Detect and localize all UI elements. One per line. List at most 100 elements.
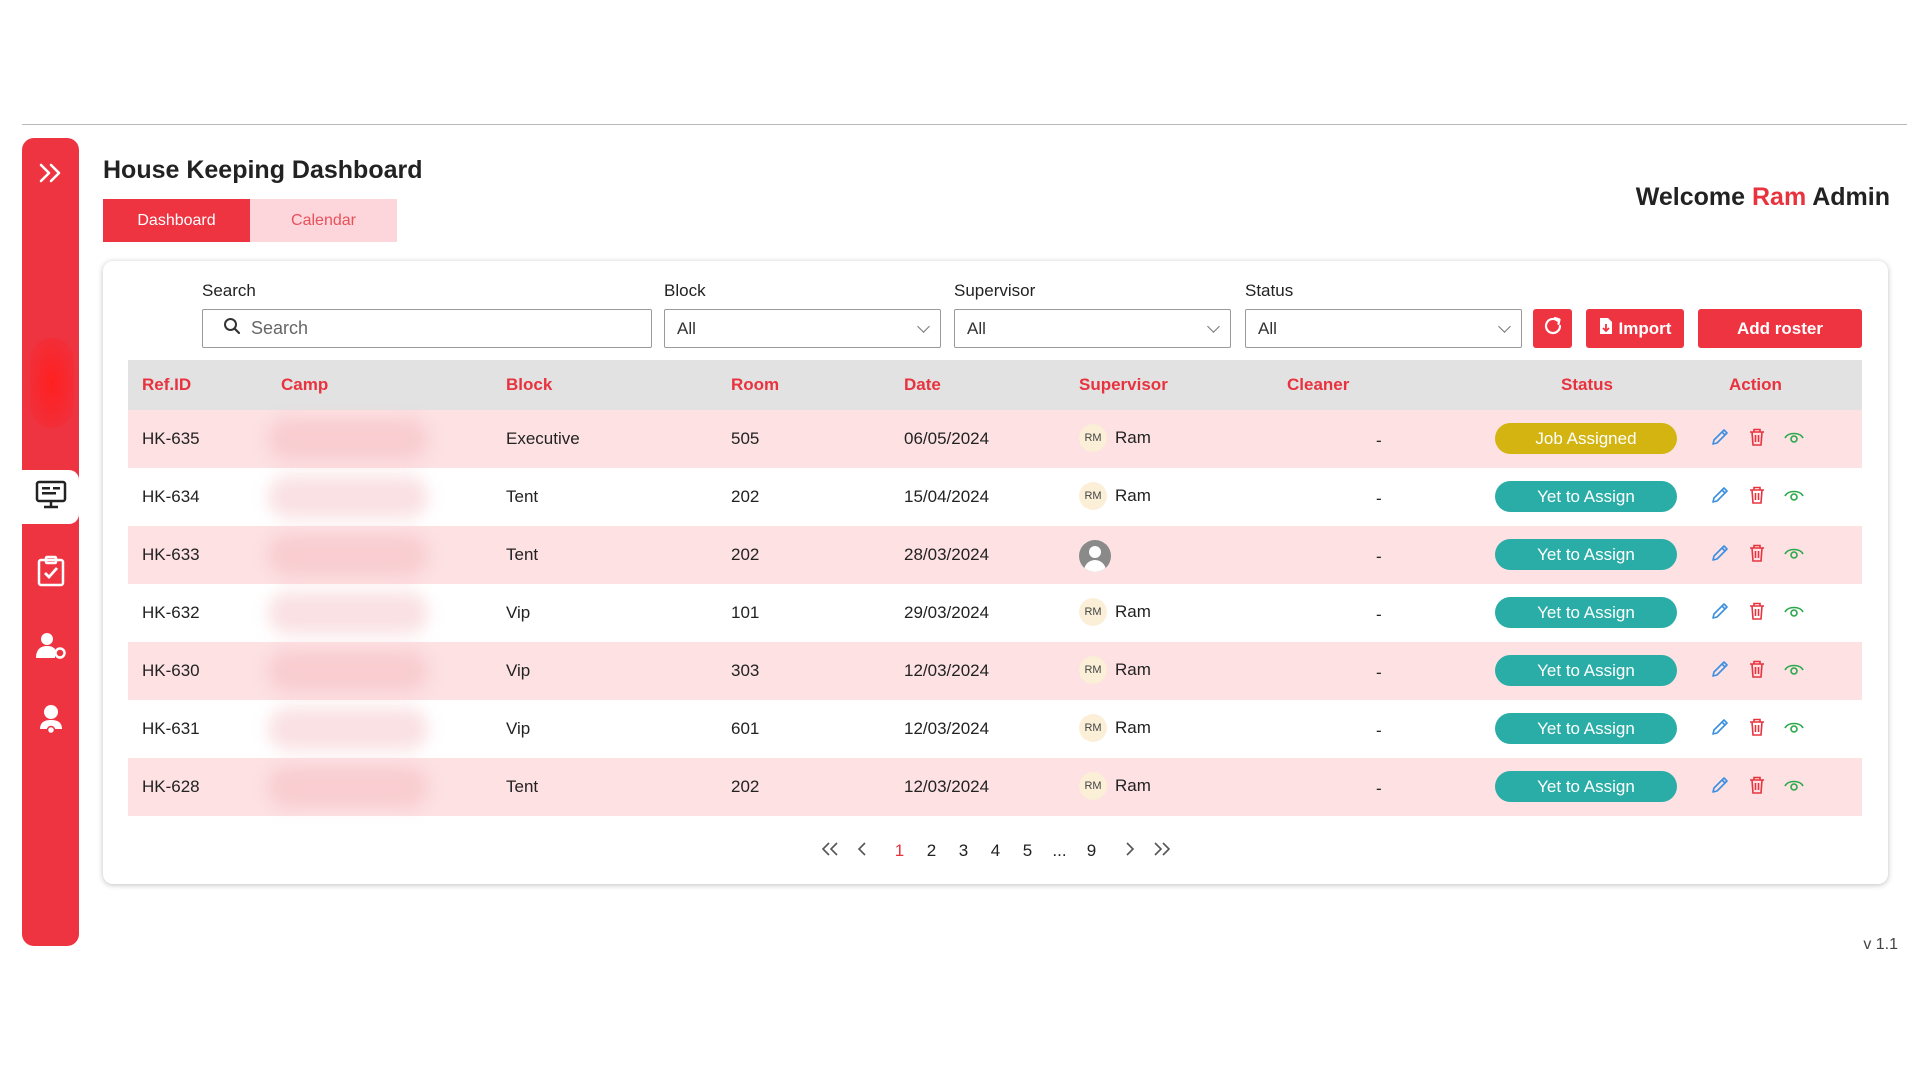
- edit-icon[interactable]: [1708, 657, 1732, 681]
- page-number-button[interactable]: 3: [958, 840, 969, 860]
- column-header-cleaner[interactable]: Cleaner: [1287, 375, 1350, 394]
- column-header-status[interactable]: Status: [1561, 375, 1613, 394]
- column-header-action: Action: [1729, 375, 1782, 394]
- user-gear-icon: [35, 630, 67, 665]
- sidebar-item-staff[interactable]: [22, 694, 79, 748]
- page-number-button[interactable]: 9: [1086, 840, 1097, 860]
- view-icon[interactable]: [1782, 657, 1806, 681]
- supervisor-avatar: RM: [1079, 424, 1107, 452]
- view-icon[interactable]: [1782, 599, 1806, 623]
- page-title: House Keeping Dashboard: [103, 156, 423, 184]
- supervisor-select[interactable]: All: [954, 309, 1231, 348]
- view-icon[interactable]: [1782, 773, 1806, 797]
- delete-icon[interactable]: [1745, 425, 1769, 449]
- cell-supervisor: RM Ram: [1079, 482, 1151, 510]
- table-body: HK-635 Executive 505 06/05/2024 RM Ram - Job As…: [128, 410, 1862, 816]
- table-row[interactable]: HK-630 Vip 303 12/03/2024 RM Ram - Yet to Assig…: [128, 642, 1862, 700]
- cell-date: 06/05/2024: [904, 429, 990, 448]
- view-icon[interactable]: [1782, 425, 1806, 449]
- delete-icon[interactable]: [1745, 483, 1769, 507]
- column-header-camp[interactable]: Camp: [281, 375, 329, 394]
- page-number-button[interactable]: 4: [990, 840, 1001, 860]
- table-row[interactable]: HK-635 Executive 505 06/05/2024 RM Ram - Job As…: [128, 410, 1862, 468]
- sidebar-item-users[interactable]: [22, 620, 79, 674]
- cell-ref-id: HK-634: [142, 487, 200, 506]
- row-actions: [1708, 483, 1806, 507]
- cell-supervisor: RM Ram: [1079, 424, 1151, 452]
- table-row[interactable]: HK-634 Tent 202 15/04/2024 RM Ram - Yet to Assi…: [128, 468, 1862, 526]
- delete-icon[interactable]: [1745, 657, 1769, 681]
- import-label: Import: [1618, 318, 1672, 338]
- status-badge: Yet to Assign: [1495, 713, 1677, 744]
- delete-icon[interactable]: [1745, 773, 1769, 797]
- edit-icon[interactable]: [1708, 599, 1732, 623]
- edit-icon[interactable]: [1708, 483, 1732, 507]
- camp-redacted: [268, 418, 428, 460]
- edit-icon[interactable]: [1708, 425, 1732, 449]
- edit-icon[interactable]: [1708, 715, 1732, 739]
- cell-room: 505: [731, 429, 760, 448]
- column-header-ref-id[interactable]: Ref.ID: [142, 375, 192, 394]
- cell-ref-id: HK-630: [142, 661, 200, 680]
- tab-calendar[interactable]: Calendar: [250, 199, 397, 242]
- edit-icon[interactable]: [1708, 541, 1732, 565]
- add-roster-button[interactable]: Add roster: [1698, 309, 1862, 348]
- page-number-button[interactable]: 5: [1022, 840, 1033, 860]
- supervisor-avatar: RM: [1079, 482, 1107, 510]
- page-number-button[interactable]: 2: [926, 840, 937, 860]
- tab-dashboard[interactable]: Dashboard: [103, 199, 250, 242]
- column-header-date[interactable]: Date: [904, 375, 941, 394]
- first-page-button[interactable]: [814, 839, 846, 862]
- cell-date: 12/03/2024: [904, 777, 990, 796]
- cell-block: Vip: [506, 603, 531, 622]
- cell-block: Tent: [506, 487, 539, 506]
- welcome-user-name: Ram: [1752, 183, 1807, 211]
- search-field[interactable]: [202, 309, 652, 348]
- page-number-button[interactable]: 1: [894, 840, 905, 860]
- table-row[interactable]: HK-628 Tent 202 12/03/2024 RM Ram - Yet to Assi…: [128, 758, 1862, 816]
- status-badge: Yet to Assign: [1495, 655, 1677, 686]
- view-icon[interactable]: [1782, 541, 1806, 565]
- prev-page-button[interactable]: [846, 839, 878, 862]
- table-header: Ref.ID Camp Block Room Date Supervisor C…: [128, 360, 1862, 410]
- roster-card: Search Block All Supervisor All Status A…: [103, 261, 1888, 884]
- cell-cleaner: -: [1376, 431, 1382, 450]
- import-button[interactable]: Import: [1586, 309, 1684, 348]
- welcome-prefix: Welcome: [1635, 183, 1746, 211]
- cell-block: Tent: [506, 545, 539, 564]
- edit-icon[interactable]: [1708, 773, 1732, 797]
- table-row[interactable]: HK-631 Vip 601 12/03/2024 RM Ram - Yet to Assig…: [128, 700, 1862, 758]
- table-row[interactable]: HK-633 Tent 202 28/03/2024 - Yet to Assign: [128, 526, 1862, 584]
- status-select-value: All: [1258, 318, 1277, 338]
- view-icon[interactable]: [1782, 715, 1806, 739]
- column-header-block[interactable]: Block: [506, 375, 553, 394]
- page-ellipsis: ...: [1052, 840, 1067, 860]
- search-input[interactable]: [251, 318, 631, 339]
- last-page-button[interactable]: [1146, 839, 1178, 862]
- cell-cleaner: -: [1376, 547, 1382, 566]
- sidebar-item-tasks[interactable]: [22, 546, 79, 600]
- status-badge: Yet to Assign: [1495, 539, 1677, 570]
- table-row[interactable]: HK-632 Vip 101 29/03/2024 RM Ram - Yet to Assig…: [128, 584, 1862, 642]
- delete-icon[interactable]: [1745, 541, 1769, 565]
- expand-icon[interactable]: [22, 146, 79, 200]
- status-select[interactable]: All: [1245, 309, 1522, 348]
- view-icon[interactable]: [1782, 483, 1806, 507]
- welcome-message: Welcome Ram Admin: [1636, 183, 1890, 212]
- block-select[interactable]: All: [664, 309, 941, 348]
- cell-supervisor: RM Ram: [1079, 598, 1151, 626]
- status-badge: Job Assigned: [1495, 423, 1677, 454]
- welcome-role: Admin: [1812, 183, 1890, 211]
- column-header-supervisor[interactable]: Supervisor: [1079, 375, 1168, 394]
- refresh-button[interactable]: [1533, 309, 1572, 348]
- supervisor-select-value: All: [967, 318, 986, 338]
- delete-icon[interactable]: [1745, 599, 1769, 623]
- cell-room: 202: [731, 487, 760, 506]
- delete-icon[interactable]: [1745, 715, 1769, 739]
- cell-date: 28/03/2024: [904, 545, 990, 564]
- cell-room: 303: [731, 661, 760, 680]
- camp-redacted: [268, 650, 428, 692]
- column-header-room[interactable]: Room: [731, 375, 780, 394]
- sidebar-item-dashboard[interactable]: [22, 470, 79, 524]
- next-page-button[interactable]: [1114, 839, 1146, 862]
